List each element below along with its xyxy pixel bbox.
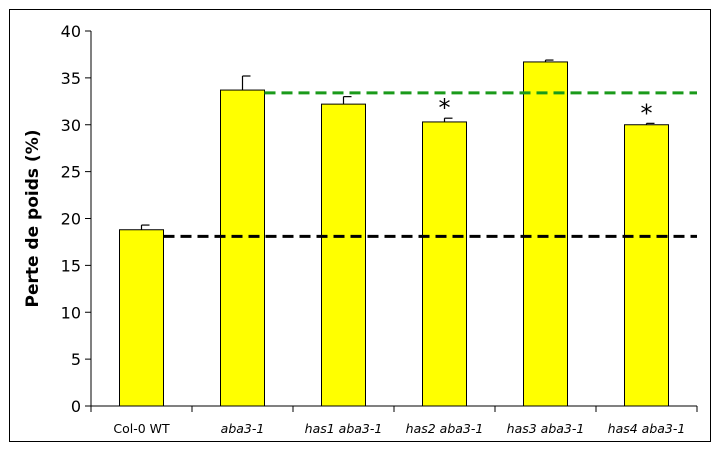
x-tick-label: aba3-1 xyxy=(221,421,265,436)
y-tick-label: 10 xyxy=(61,303,81,322)
bar xyxy=(523,61,568,407)
y-tick-label: 15 xyxy=(61,256,81,275)
significance-mark: * xyxy=(641,99,653,127)
bar xyxy=(321,103,366,407)
y-tick-label: 25 xyxy=(61,163,81,182)
chart-frame: 0 5 10 15 20 25 30 35 40 * * Col-0 WT aba3-1 has1 aba… xyxy=(9,9,711,442)
y-tick-label: 0 xyxy=(71,397,81,416)
bar xyxy=(624,124,669,407)
y-tick-label: 5 xyxy=(71,350,81,369)
x-tick-label: has2 aba3-1 xyxy=(406,421,484,436)
bar xyxy=(422,121,467,407)
x-tick-label: has1 aba3-1 xyxy=(305,421,383,436)
x-tick-label: has3 aba3-1 xyxy=(507,421,585,436)
bar xyxy=(220,89,265,407)
x-tick-label: has4 aba3-1 xyxy=(608,421,686,436)
y-tick-label: 20 xyxy=(61,210,81,229)
bar xyxy=(119,229,164,407)
y-axis-title: Perte de poids (%) xyxy=(23,129,43,307)
x-tick-label: Col-0 WT xyxy=(113,421,170,436)
y-tick-label: 40 xyxy=(61,22,81,41)
y-tick-label: 35 xyxy=(61,69,81,88)
bar-chart: 0 5 10 15 20 25 30 35 40 * * Col-0 WT aba3-1 has1 aba… xyxy=(23,22,698,436)
significance-mark: * xyxy=(439,94,451,122)
y-tick-label: 30 xyxy=(61,116,81,135)
